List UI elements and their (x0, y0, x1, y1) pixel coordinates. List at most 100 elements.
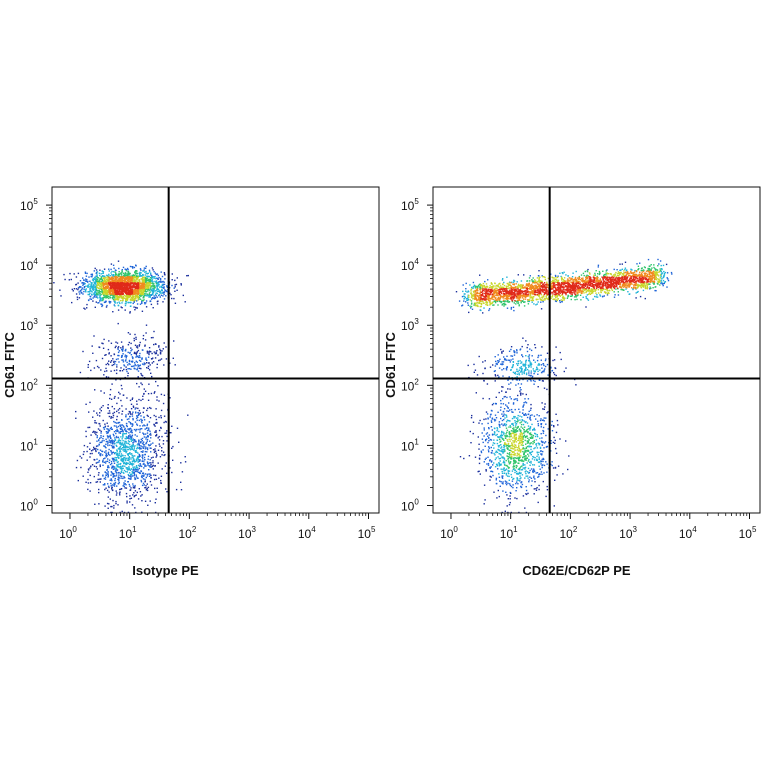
event-dot (134, 292, 137, 294)
event-dot (121, 286, 124, 288)
event-dot (166, 286, 169, 288)
event-dot (139, 298, 142, 300)
event-dot (134, 408, 136, 410)
event-dot (161, 283, 164, 286)
event-dot (486, 463, 488, 465)
event-dot (115, 422, 118, 424)
y-tick-base: 10 (20, 379, 34, 393)
event-dot (506, 419, 509, 421)
event-dot (501, 413, 503, 415)
left-y-axis-label: CD61 FITC (2, 332, 17, 398)
event-dot (114, 442, 116, 445)
event-dot (504, 423, 506, 425)
event-dot (176, 277, 178, 279)
event-dot (156, 284, 158, 286)
event-dot (138, 419, 140, 422)
event-dot (92, 287, 94, 289)
event-dot (139, 283, 141, 285)
event-dot (550, 463, 552, 466)
event-dot (122, 295, 124, 298)
event-dot (530, 407, 532, 409)
event-dot (98, 491, 100, 494)
event-dot (512, 478, 514, 480)
event-dot (537, 275, 540, 277)
event-dot (178, 441, 180, 443)
event-dot (129, 489, 132, 491)
event-dot (489, 416, 491, 418)
event-dot (107, 404, 109, 406)
event-dot (128, 362, 130, 365)
event-dot (118, 432, 120, 434)
event-dot (155, 277, 157, 280)
event-dot (485, 418, 487, 420)
event-dot (143, 277, 145, 279)
event-dot (112, 458, 114, 460)
event-dot (537, 368, 539, 370)
event-dot (99, 299, 101, 301)
event-dot (621, 268, 624, 270)
event-dot (147, 282, 149, 285)
event-dot (128, 421, 130, 423)
event-dot (108, 360, 110, 362)
event-dot (131, 282, 134, 285)
event-dot (157, 285, 159, 287)
event-dot (117, 440, 119, 442)
event-dot (145, 272, 147, 274)
event-dot (149, 283, 151, 285)
event-dot (87, 366, 89, 368)
event-dot (127, 413, 130, 415)
event-dot (542, 429, 544, 432)
event-dot (125, 274, 127, 276)
event-dot (152, 468, 154, 470)
event-dot (160, 358, 163, 360)
event-dot (143, 299, 145, 301)
event-dot (144, 293, 146, 295)
event-dot (474, 456, 477, 458)
event-dot (122, 436, 124, 438)
event-dot (129, 412, 131, 414)
event-dot (114, 282, 116, 284)
event-dot (97, 280, 100, 282)
event-dot (547, 428, 549, 430)
event-dot (161, 292, 163, 294)
event-dot (124, 449, 126, 451)
event-dot (99, 293, 101, 295)
event-dot (133, 472, 135, 474)
event-dot (139, 287, 142, 289)
event-dot (106, 287, 108, 289)
event-dot (109, 290, 111, 292)
event-dot (155, 498, 157, 500)
event-dot (127, 454, 129, 456)
event-dot (98, 296, 101, 298)
event-dot (536, 435, 539, 438)
event-dot (521, 369, 523, 371)
event-dot (156, 399, 158, 401)
event-dot (503, 281, 505, 284)
event-dot (107, 437, 109, 439)
event-dot (119, 428, 122, 430)
event-dot (147, 415, 149, 417)
event-dot (155, 418, 158, 421)
event-dot (130, 422, 132, 425)
event-dot (147, 282, 149, 284)
event-dot (116, 485, 118, 487)
event-dot (146, 473, 148, 475)
event-dot (95, 466, 98, 468)
event-dot (502, 411, 505, 413)
event-dot (143, 446, 145, 448)
event-dot (93, 367, 96, 369)
event-dot (104, 425, 107, 427)
event-dot (537, 355, 540, 357)
event-dot (131, 423, 134, 425)
event-dot (536, 459, 538, 461)
event-dot (122, 443, 124, 446)
event-dot (127, 289, 129, 291)
event-dot (122, 440, 124, 442)
event-dot (102, 459, 104, 461)
event-dot (512, 364, 514, 366)
event-dot (108, 297, 110, 300)
event-dot (533, 464, 536, 466)
event-dot (142, 411, 144, 414)
event-dot (84, 289, 87, 291)
event-dot (501, 361, 503, 363)
